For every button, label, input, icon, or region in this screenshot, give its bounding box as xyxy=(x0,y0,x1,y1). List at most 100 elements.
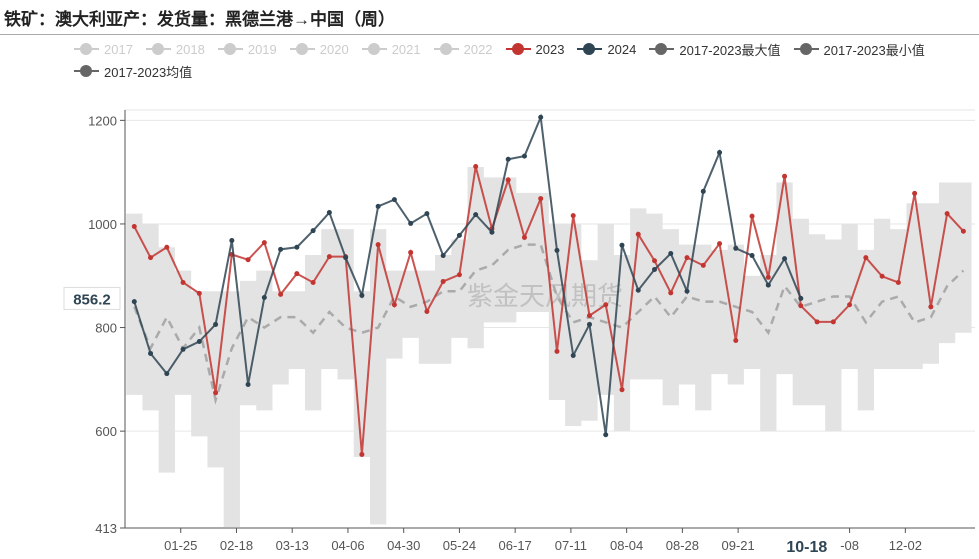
data-point-2023[interactable] xyxy=(684,255,690,261)
data-point-2023[interactable] xyxy=(213,390,219,396)
legend-item-2024[interactable]: 2024 xyxy=(577,38,636,60)
data-point-2023[interactable] xyxy=(554,348,560,354)
data-point-2024[interactable] xyxy=(798,295,804,301)
legend-item-2020[interactable]: 2020 xyxy=(289,38,349,60)
data-point-2024[interactable] xyxy=(213,321,219,327)
data-point-2024[interactable] xyxy=(570,353,576,359)
data-point-2024[interactable] xyxy=(456,232,462,238)
data-point-2023[interactable] xyxy=(440,278,446,284)
data-point-2023[interactable] xyxy=(570,213,576,219)
data-point-2024[interactable] xyxy=(489,229,495,235)
data-point-2024[interactable] xyxy=(700,188,706,194)
legend-item-2019[interactable]: 2019 xyxy=(217,38,277,60)
legend-item-2021[interactable]: 2021 xyxy=(361,38,421,60)
data-point-2024[interactable] xyxy=(343,255,349,261)
data-point-2023[interactable] xyxy=(326,254,332,260)
data-point-2023[interactable] xyxy=(814,319,820,325)
data-point-2024[interactable] xyxy=(131,299,137,305)
data-point-2024[interactable] xyxy=(733,245,739,251)
legend-item-2017-2023最大值[interactable]: 2017-2023最大值 xyxy=(649,38,781,60)
data-point-2023[interactable] xyxy=(505,177,511,183)
data-point-2023[interactable] xyxy=(782,173,788,179)
legend-item-2017-2023均值[interactable]: 2017-2023均值 xyxy=(74,60,192,82)
data-point-2023[interactable] xyxy=(245,257,251,263)
data-point-2023[interactable] xyxy=(733,337,739,343)
data-point-2023[interactable] xyxy=(668,290,674,296)
data-point-2023[interactable] xyxy=(521,234,527,240)
data-point-2024[interactable] xyxy=(359,292,365,298)
data-point-2024[interactable] xyxy=(635,287,641,293)
data-point-2024[interactable] xyxy=(164,371,170,377)
data-point-2023[interactable] xyxy=(473,163,479,169)
data-point-2023[interactable] xyxy=(180,279,186,285)
data-point-2024[interactable] xyxy=(668,250,674,256)
data-point-2024[interactable] xyxy=(603,432,609,438)
data-point-2023[interactable] xyxy=(586,313,592,319)
data-point-2024[interactable] xyxy=(652,267,658,273)
data-point-2023[interactable] xyxy=(879,273,885,279)
legend-item-2017-2023最小值[interactable]: 2017-2023最小值 xyxy=(793,38,925,60)
data-point-2023[interactable] xyxy=(278,291,284,297)
data-point-2023[interactable] xyxy=(131,224,137,230)
data-point-2024[interactable] xyxy=(180,346,186,352)
data-point-2024[interactable] xyxy=(245,382,251,388)
legend-item-2017[interactable]: 2017 xyxy=(74,38,133,60)
data-point-2023[interactable] xyxy=(700,262,706,268)
data-point-2024[interactable] xyxy=(521,153,527,159)
data-point-2023[interactable] xyxy=(749,213,755,219)
data-point-2024[interactable] xyxy=(586,321,592,327)
data-point-2023[interactable] xyxy=(538,196,544,202)
data-point-2024[interactable] xyxy=(294,244,300,250)
data-point-2024[interactable] xyxy=(391,197,397,203)
data-point-2024[interactable] xyxy=(310,228,316,234)
data-point-2023[interactable] xyxy=(798,303,804,309)
data-point-2023[interactable] xyxy=(375,242,381,248)
data-point-2023[interactable] xyxy=(359,451,365,457)
data-point-2023[interactable] xyxy=(928,304,934,310)
data-point-2023[interactable] xyxy=(391,302,397,308)
data-point-2024[interactable] xyxy=(261,295,267,301)
data-point-2024[interactable] xyxy=(473,212,479,218)
data-point-2023[interactable] xyxy=(310,279,316,285)
data-point-2024[interactable] xyxy=(538,114,544,120)
data-point-2023[interactable] xyxy=(408,249,414,255)
data-point-2023[interactable] xyxy=(424,308,430,314)
data-point-2024[interactable] xyxy=(196,339,202,345)
data-point-2023[interactable] xyxy=(863,255,869,261)
data-point-2024[interactable] xyxy=(278,246,284,252)
data-point-2023[interactable] xyxy=(603,302,609,308)
data-point-2023[interactable] xyxy=(960,228,966,234)
data-point-2023[interactable] xyxy=(895,279,901,285)
data-point-2024[interactable] xyxy=(148,350,154,356)
data-point-2024[interactable] xyxy=(619,242,625,248)
data-point-2023[interactable] xyxy=(944,211,950,217)
data-point-2023[interactable] xyxy=(456,272,462,278)
data-point-2024[interactable] xyxy=(440,253,446,259)
legend-item-2023[interactable]: 2023 xyxy=(505,38,564,60)
data-point-2024[interactable] xyxy=(408,220,414,226)
data-point-2024[interactable] xyxy=(326,210,332,216)
data-point-2023[interactable] xyxy=(294,271,300,277)
data-point-2024[interactable] xyxy=(717,149,723,155)
data-point-2023[interactable] xyxy=(652,258,658,264)
data-point-2023[interactable] xyxy=(619,387,625,393)
data-point-2024[interactable] xyxy=(375,203,381,209)
data-point-2024[interactable] xyxy=(749,253,755,259)
data-point-2024[interactable] xyxy=(424,211,430,217)
data-point-2024[interactable] xyxy=(782,256,788,262)
legend-item-2022[interactable]: 2022 xyxy=(433,38,493,60)
data-point-2023[interactable] xyxy=(847,302,853,308)
data-point-2023[interactable] xyxy=(148,255,154,261)
data-point-2024[interactable] xyxy=(229,238,235,244)
data-point-2023[interactable] xyxy=(912,190,918,196)
legend-item-2018[interactable]: 2018 xyxy=(145,38,205,60)
data-point-2024[interactable] xyxy=(505,156,511,162)
data-point-2023[interactable] xyxy=(261,240,267,246)
data-point-2023[interactable] xyxy=(830,319,836,325)
data-point-2023[interactable] xyxy=(196,290,202,296)
data-point-2024[interactable] xyxy=(684,288,690,294)
data-point-2023[interactable] xyxy=(164,244,170,250)
data-point-2023[interactable] xyxy=(717,241,723,247)
data-point-2024[interactable] xyxy=(554,247,560,253)
